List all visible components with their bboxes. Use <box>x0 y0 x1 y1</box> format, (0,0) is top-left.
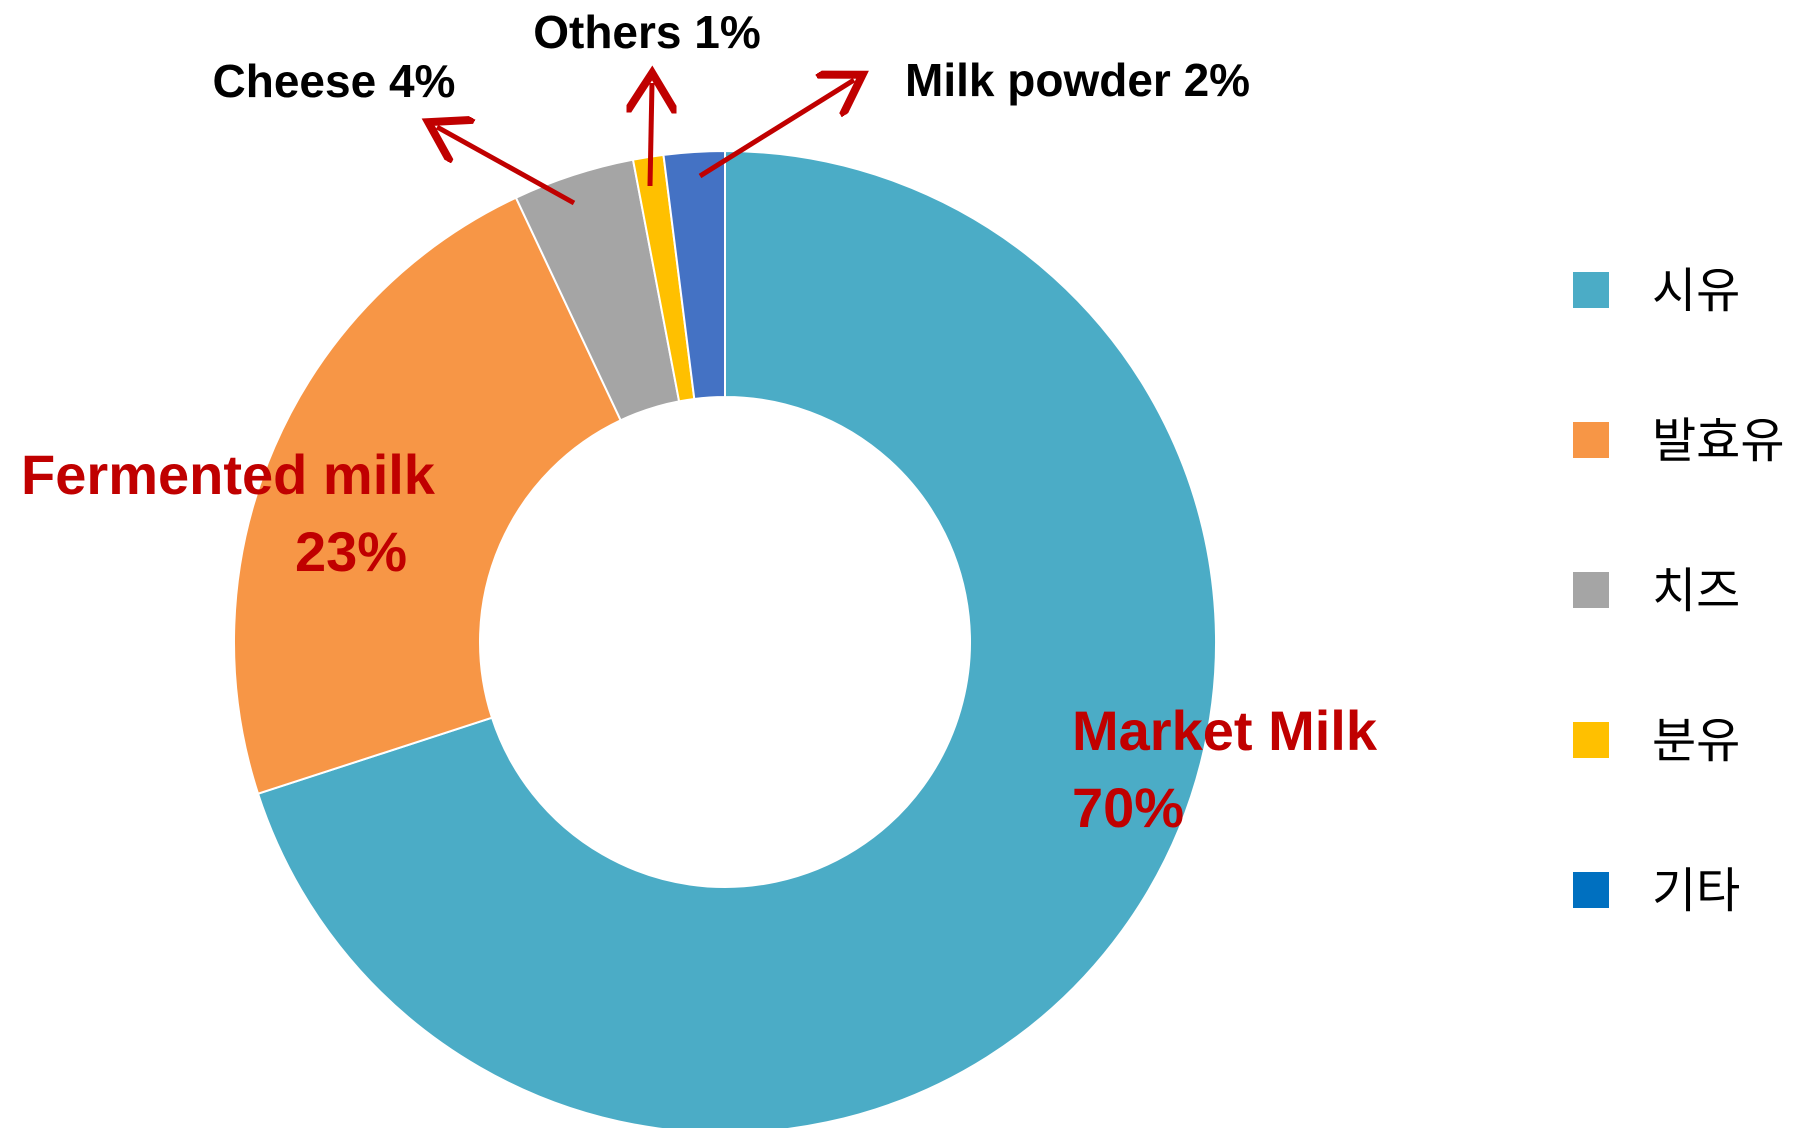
legend-item-siyu-swatch <box>1573 272 1609 308</box>
legend-item-gita-label: 기타 <box>1652 863 1740 919</box>
fermented-milk-percent-label: 23% <box>295 520 407 583</box>
milk-powder-leader-arrow <box>698 80 854 179</box>
milk-powder-label: Milk powder 2% <box>905 54 1250 106</box>
legend-item-balhyoyu-swatch <box>1573 422 1609 458</box>
legend-item-chijeu-swatch <box>1573 572 1609 608</box>
legend-item-balhyoyu-label: 발효유 <box>1652 413 1784 469</box>
leader-arrows <box>437 80 854 206</box>
milk-powder-slice <box>662 149 726 401</box>
others-leader-arrow <box>650 83 652 187</box>
legend-item-chijeu-label: 치즈 <box>1652 563 1740 619</box>
donut-slices <box>233 149 1217 1128</box>
legend-item-siyu-label: 시유 <box>1652 263 1740 319</box>
legend-item-bunyu-label: 분유 <box>1652 713 1740 769</box>
cheese-label: Cheese 4% <box>213 55 456 107</box>
legend-item-bunyu-swatch <box>1573 722 1609 758</box>
others-label: Others 1% <box>533 6 761 58</box>
market-milk-label: Market Milk <box>1072 699 1378 762</box>
cheese-leader-arrow <box>437 127 576 206</box>
market-milk-percent-label: 70% <box>1072 776 1184 839</box>
market-milk-slice <box>256 149 1217 1128</box>
fermented-milk-label: Fermented milk <box>21 443 436 506</box>
legend-item-gita-swatch <box>1573 872 1609 908</box>
fermented-milk-slice <box>233 196 623 795</box>
